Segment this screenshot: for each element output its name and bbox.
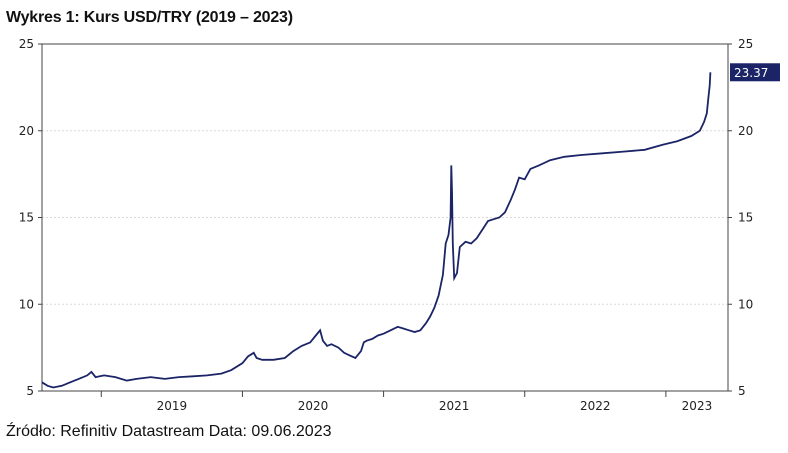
x-tick-label: 2020	[298, 399, 329, 413]
y-tick-label-right: 20	[738, 124, 753, 138]
y-tick-label-left: 25	[19, 37, 34, 51]
right-axis-ticks: 5 10 15 20 25	[728, 37, 753, 398]
last-value-badge: 23.37	[730, 63, 780, 82]
plot-frame	[41, 43, 729, 392]
x-tick-label: 2021	[439, 399, 470, 413]
x-axis-ticks: 2019 2020 2021 2022 2023	[100, 391, 713, 413]
last-value-label: 23.37	[734, 66, 768, 80]
gridlines	[42, 130, 728, 305]
y-tick-label-right: 25	[738, 37, 753, 51]
y-tick-label-left: 5	[26, 384, 34, 398]
last-value-badge-box	[730, 63, 780, 82]
x-tick-label: 2019	[157, 399, 188, 413]
x-tick-label: 2022	[580, 399, 611, 413]
left-axis-ticks: 5 10 15 20 25	[19, 37, 42, 398]
y-tick-label-right: 15	[738, 211, 753, 225]
x-tick-label: 2023	[682, 399, 713, 413]
y-tick-label-right: 10	[738, 297, 753, 311]
chart-title: Wykres 1: Kurs USD/TRY (2019 – 2023)	[6, 9, 293, 26]
y-tick-label-left: 20	[19, 124, 34, 138]
y-tick-label-left: 10	[19, 297, 34, 311]
y-tick-label-left: 15	[19, 211, 34, 225]
source-note: Źródło: Refinitiv Datastream Data: 09.06…	[6, 423, 332, 440]
usd-try-series-line	[41, 72, 712, 389]
y-tick-label-right: 5	[738, 384, 746, 398]
